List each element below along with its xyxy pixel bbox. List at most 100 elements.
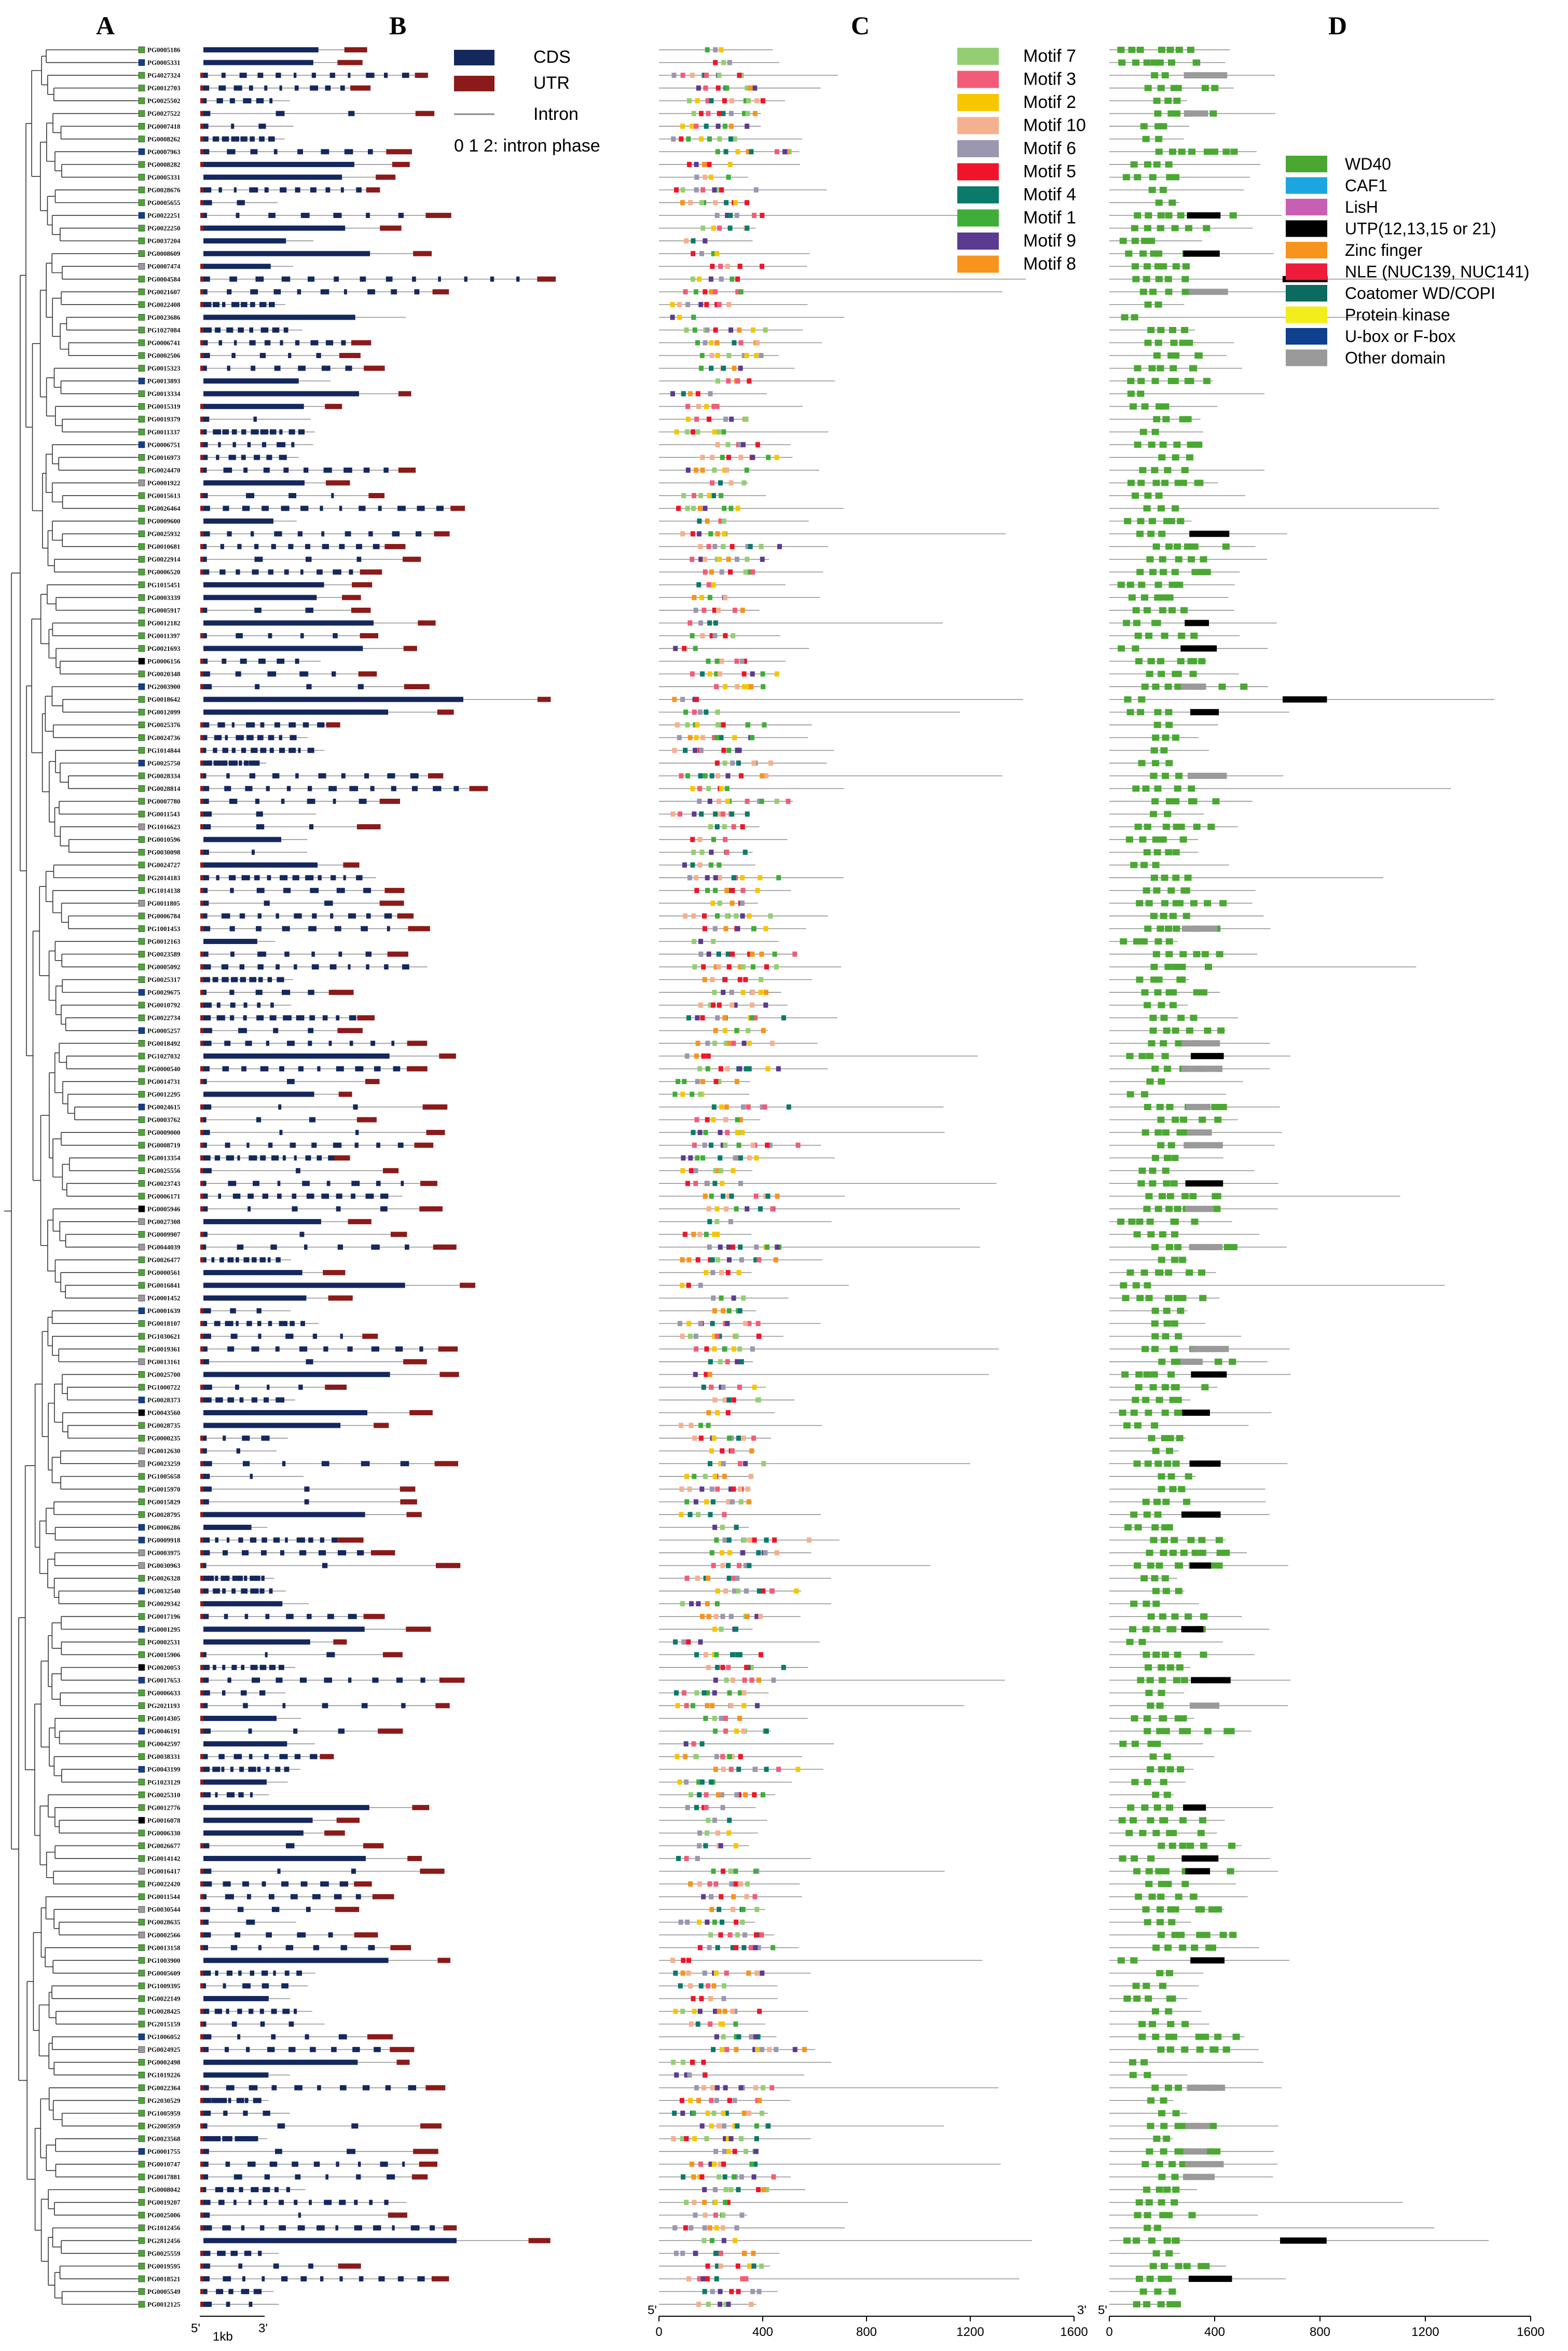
cds-block (285, 1843, 295, 1849)
motif-block (673, 2250, 679, 2256)
motif-block (707, 1219, 712, 1224)
subfamily-box (138, 1613, 145, 1620)
motif-block (717, 111, 722, 116)
wd40-domain (1172, 1027, 1179, 1034)
motif-block (677, 735, 682, 741)
cds-block (374, 2047, 381, 2053)
cds-block (225, 1894, 234, 1899)
gene-id-label: PG0005092 (147, 963, 181, 971)
motif-block (712, 1041, 717, 1046)
cds-block (336, 2162, 339, 2167)
scale-label: 1kb (213, 2330, 233, 2344)
utr-block (200, 161, 204, 167)
subfamily-box (138, 2020, 145, 2028)
wd40-domain (1155, 1868, 1163, 1875)
subfamily-box (138, 1779, 145, 1786)
cds-block (256, 1015, 264, 1021)
cds-block (341, 773, 346, 778)
motif-block (693, 289, 698, 295)
wd40-domain (1154, 1460, 1162, 1467)
cds-block (236, 1321, 239, 1327)
motif-block (729, 2289, 734, 2294)
cds-block (354, 2199, 358, 2205)
utr-block (392, 161, 410, 167)
utr-block (200, 1945, 204, 1950)
wd40-domain (1144, 1460, 1152, 1467)
motif-block (782, 149, 788, 155)
cds-block (276, 913, 279, 919)
gene-id-label: PG0029675 (147, 989, 181, 996)
motif-block (706, 1423, 711, 1428)
cds-block (248, 1728, 252, 1734)
cds-block (373, 544, 380, 550)
wd40-domain (1157, 1893, 1165, 1900)
motif-block (726, 1576, 732, 1581)
cds-block (378, 2276, 385, 2281)
cds-block (264, 1397, 269, 1403)
utr-block (200, 1716, 204, 1721)
motif-block (744, 2276, 749, 2281)
motif-block (683, 1754, 688, 1759)
motif-block (699, 353, 705, 359)
subfamily-box (138, 1715, 145, 1722)
cds-block (250, 1664, 258, 1670)
subfamily-box (138, 492, 145, 499)
motif-block (737, 1384, 742, 1390)
motif-block (737, 1563, 742, 1568)
subfamily-box (138, 1702, 145, 1709)
motif-block (730, 951, 735, 957)
motif-block (687, 391, 693, 397)
wd40-domain (1158, 1766, 1165, 1773)
wd40-domain (1132, 607, 1140, 613)
cds-block (397, 1142, 404, 1148)
motif-block (745, 556, 750, 562)
motif-block (726, 353, 732, 359)
motif-block (769, 1588, 775, 1594)
gene-id-label: PG0006633 (147, 1689, 181, 1697)
cds-block (265, 1652, 268, 1658)
motif-block (670, 302, 675, 307)
cds-block (267, 671, 277, 677)
motif-block (700, 671, 705, 677)
cds-block (331, 2047, 337, 2053)
cds-legend-swatch (454, 50, 494, 65)
cds-block (210, 2136, 218, 2141)
wd40-domain (1190, 658, 1198, 665)
subfamily-box (138, 1078, 145, 1085)
cds-block (387, 2174, 395, 2180)
cds-block (380, 1193, 389, 1199)
wd40-domain (1131, 263, 1139, 270)
motif-block (695, 1155, 700, 1161)
motif-block (682, 1078, 687, 1084)
wd40-domain (1136, 1218, 1144, 1225)
cds-block (325, 85, 331, 91)
wd40-domain (1172, 263, 1180, 270)
cds-block (214, 1321, 221, 1327)
cds-block (282, 1155, 286, 1161)
utr-block (333, 1639, 347, 1645)
cds-block (227, 1257, 234, 1263)
cds-block (264, 1754, 269, 1759)
wd40-domain (1144, 2212, 1151, 2219)
other-domain (1186, 1104, 1211, 1111)
cds-block (373, 2225, 381, 2231)
motif-block (713, 1767, 718, 1772)
motif-block (706, 1614, 711, 1619)
utr-block (413, 251, 432, 256)
subfamily-box (138, 734, 145, 741)
gene-id-label: PG0011397 (147, 632, 180, 639)
motif-block (699, 1779, 705, 1785)
gene-id-label: PG0028735 (147, 1421, 181, 1429)
motif-block (677, 315, 682, 320)
motif-block (760, 1104, 765, 1110)
wd40-domain (1151, 1320, 1159, 1327)
cds-block (213, 1588, 220, 1594)
wd40-domain (1138, 1638, 1146, 1645)
motif-block (738, 1754, 743, 1759)
motif-block (737, 73, 742, 78)
other-domain (1183, 2148, 1207, 2155)
cds-block (232, 1576, 240, 1581)
cds-block (308, 276, 315, 282)
wd40-domain (1133, 2237, 1140, 2244)
motif-block (687, 1512, 693, 1518)
